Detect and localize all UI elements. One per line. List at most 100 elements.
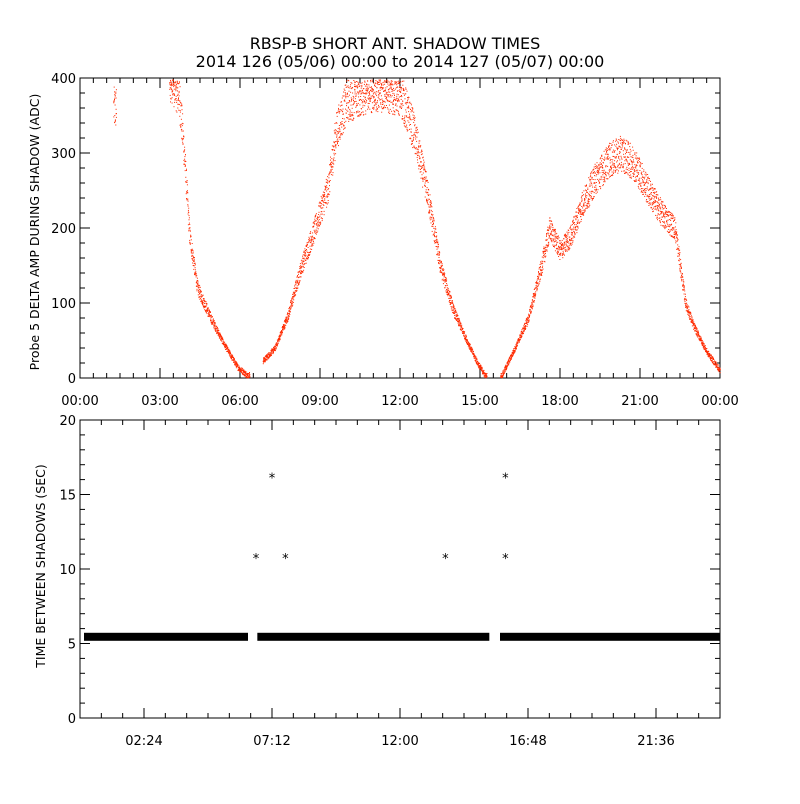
top-data-point [647,195,648,196]
top-data-point [399,89,400,90]
top-data-point [588,199,589,200]
top-data-point [602,170,603,171]
top-data-point [419,140,420,141]
top-data-point [586,185,587,186]
top-data-point [456,312,457,313]
top-data-point [639,158,640,159]
top-data-point [613,150,614,151]
top-data-point [367,91,368,92]
top-data-point [455,312,456,313]
top-data-point [643,181,644,182]
top-data-point [588,201,589,202]
top-data-point [698,331,699,332]
top-data-point [324,214,325,215]
top-data-point [350,112,351,113]
top-data-point [114,91,115,92]
top-data-point [647,196,648,197]
top-data-point [649,196,650,197]
top-data-point [585,190,586,191]
top-data-point [545,253,546,254]
top-data-point [433,219,434,220]
top-data-point [690,313,691,314]
top-data-point [446,290,447,291]
top-data-point [656,191,657,192]
top-data-point [295,287,296,288]
top-data-point [432,211,433,212]
top-data-point [406,104,407,105]
top-data-point [316,225,317,226]
top-data-point [421,171,422,172]
top-data-point [115,95,116,96]
top-data-point [648,178,649,179]
top-data-point [609,177,610,178]
top-data-point [587,205,588,206]
top-data-point [638,186,639,187]
top-data-point [300,276,301,277]
top-data-point [180,86,181,87]
top-data-point [591,173,592,174]
top-data-point [573,240,574,241]
top-data-point [594,196,595,197]
top-data-point [428,189,429,190]
top-data-point [231,358,232,359]
top-data-point [609,171,610,172]
top-data-point [184,147,185,148]
top-data-point [626,167,627,168]
top-data-point [593,179,594,180]
top-data-point [226,349,227,350]
top-data-point [217,333,218,334]
top-data-point [615,146,616,147]
top-data-point [573,227,574,228]
top-data-point [675,233,676,234]
top-data-point [558,251,559,252]
top-data-point [420,158,421,159]
top-data-point [598,189,599,190]
top-data-point [683,279,684,280]
top-data-point [422,151,423,152]
top-data-point [367,81,368,82]
top-data-point [639,183,640,184]
top-data-point [654,193,655,194]
top-data-point [210,312,211,313]
top-data-point [304,248,305,249]
top-data-point [413,122,414,123]
top-data-point [319,217,320,218]
top-data-point [199,299,200,300]
top-data-point [337,141,338,142]
top-data-point [389,88,390,89]
top-data-point [414,125,415,126]
top-data-point [423,160,424,161]
top-data-point [581,196,582,197]
top-data-point [359,104,360,105]
top-data-point [552,245,553,246]
top-data-point [346,81,347,82]
top-data-point [342,123,343,124]
top-data-point [590,186,591,187]
top-data-point [507,366,508,367]
top-data-point [312,245,313,246]
top-data-point [444,273,445,274]
top-data-point [482,371,483,372]
top-data-point [591,182,592,183]
top-data-point [430,204,431,205]
top-data-point [573,220,574,221]
top-data-point [297,275,298,276]
top-data-point [315,238,316,239]
top-data-point [390,95,391,96]
top-data-point [417,162,418,163]
top-data-point [623,154,624,155]
top-data-point [214,327,215,328]
top-data-point [386,93,387,94]
top-data-point [684,290,685,291]
top-data-point [447,287,448,288]
top-data-point [303,252,304,253]
top-data-point [568,232,569,233]
top-data-point [294,286,295,287]
top-data-point [673,221,674,222]
top-data-point [663,226,664,227]
top-data-point [620,167,621,168]
top-y-tick-label: 300 [51,147,76,162]
top-data-point [418,165,419,166]
top-data-point [531,312,532,313]
top-data-point [365,110,366,111]
